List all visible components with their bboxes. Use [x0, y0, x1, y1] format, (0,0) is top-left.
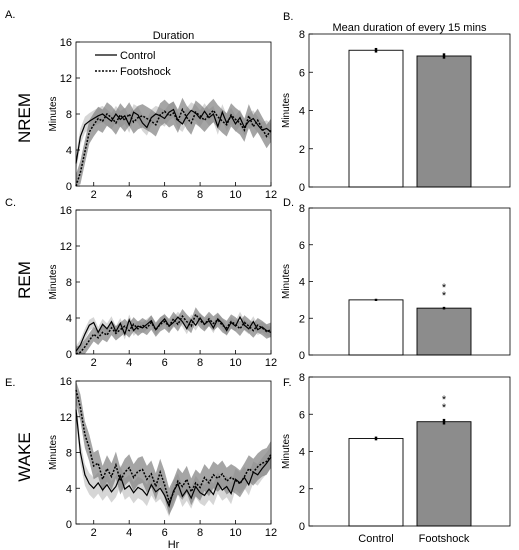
axes-frame: [308, 376, 511, 527]
y-tick-label: 0: [66, 181, 72, 193]
y-axis-label: Minutes: [281, 93, 292, 128]
y-tick-label: 12: [60, 412, 72, 424]
x-tick-label: 10: [229, 189, 241, 201]
chart-title: Mean duration of every 15 mins: [332, 22, 487, 34]
series-line-footshock: [75, 312, 272, 355]
y-tick-label: 8: [66, 109, 72, 121]
significance-star: *: [442, 290, 447, 302]
y-tick-label: 12: [60, 241, 72, 253]
wake-mean-bar-chart: ** 0 2 4 6 8 Minutes Control Footshock: [281, 372, 511, 545]
y-axis-label: Minutes: [281, 264, 292, 299]
y-tick-label: 8: [66, 448, 72, 460]
significance-star: *: [442, 394, 447, 406]
y-tick-label: 4: [66, 313, 72, 325]
y-tick-label: 8: [66, 277, 72, 289]
x-tick-label: 6: [162, 357, 168, 369]
series-line-control: [75, 315, 272, 352]
series-band-footshock: [76, 97, 271, 186]
row-label-rem: REM: [15, 261, 34, 299]
y-tick-label: 2: [299, 144, 305, 156]
panel-label-f: F.: [283, 377, 292, 389]
y-tick-label: 0: [66, 349, 72, 361]
row-label-nrem: NREM: [15, 93, 34, 143]
x-tick-label: 4: [126, 189, 132, 201]
x-tick-label: 12: [265, 527, 277, 539]
y-tick-label: 4: [299, 447, 305, 459]
panel-label-e: E.: [5, 377, 15, 389]
significance-star: *: [442, 282, 447, 294]
category-label-control: Control: [358, 533, 393, 545]
bar-control: [348, 49, 404, 188]
y-tick-label: 4: [299, 106, 305, 118]
y-axis-label: Minutes: [48, 264, 59, 299]
x-tick-label: 2: [91, 527, 97, 539]
x-tick-label: 2: [91, 357, 97, 369]
y-tick-label: 6: [299, 409, 305, 421]
axes-frame: [308, 33, 511, 188]
y-tick-label: 8: [299, 372, 305, 384]
x-tick-label: 4: [126, 357, 132, 369]
panel-label-d: D.: [283, 197, 294, 209]
chart-title: Duration: [153, 30, 195, 42]
x-tick-label: 6: [162, 189, 168, 201]
y-tick-label: 0: [299, 350, 305, 362]
y-tick-label: 2: [299, 313, 305, 325]
y-tick-label: 4: [299, 277, 305, 289]
y-axis-label: Minutes: [48, 435, 59, 470]
series-line-control: [75, 108, 272, 164]
x-tick-label: 8: [197, 357, 203, 369]
significance-star: *: [442, 402, 447, 414]
nrem-mean-bar-chart: 0 2 4 6 8 Minutes Mean duration of every 15 mi…: [281, 22, 511, 194]
rem-mean-bar-chart: ** 0 2 4 6 8 Minutes: [281, 203, 511, 362]
series-band-footshock: [76, 307, 271, 354]
y-tick-label: 0: [66, 519, 72, 531]
y-tick-label: 0: [299, 182, 305, 194]
category-label-footshock: Footshock: [419, 533, 470, 545]
x-tick-label: 4: [126, 527, 132, 539]
axes-frame: [308, 207, 511, 356]
y-tick-label: 4: [66, 483, 72, 495]
x-tick-label: 6: [162, 527, 168, 539]
legend-label-footshock: Footshock: [120, 66, 171, 78]
legend-label-control: Control: [120, 50, 155, 62]
y-tick-label: 12: [60, 73, 72, 85]
row-label-wake: WAKE: [15, 432, 34, 481]
x-tick-label: 12: [265, 189, 277, 201]
bar-control: [348, 299, 404, 356]
series-line-footshock: [75, 389, 272, 504]
bar-control: [348, 438, 404, 527]
y-tick-label: 16: [60, 205, 72, 217]
y-tick-label: 6: [299, 240, 305, 252]
y-tick-label: 4: [66, 145, 72, 157]
x-tick-label: 12: [265, 357, 277, 369]
y-tick-label: 2: [299, 484, 305, 496]
series-band-footshock: [76, 381, 271, 516]
y-tick-label: 8: [299, 29, 305, 41]
y-tick-label: 16: [60, 37, 72, 49]
y-tick-label: 8: [299, 203, 305, 215]
y-axis-label: Minutes: [48, 96, 59, 131]
panel-label-a: A.: [5, 9, 15, 21]
bar-footshock: [416, 55, 472, 188]
x-tick-label: 2: [91, 189, 97, 201]
x-tick-label: 10: [229, 357, 241, 369]
bar-footshock: [416, 421, 472, 527]
panel-label-c: C.: [5, 197, 16, 209]
series-line-footshock: [75, 107, 272, 187]
legend: Control Footshock: [95, 50, 171, 78]
panel-label-b: B.: [283, 11, 293, 23]
bar-footshock: [416, 307, 472, 356]
x-tick-label: 8: [197, 189, 203, 201]
y-tick-label: 0: [299, 521, 305, 533]
y-tick-label: 6: [299, 67, 305, 79]
x-axis-label: Hr: [168, 539, 180, 550]
x-tick-label: 8: [197, 527, 203, 539]
y-tick-label: 16: [60, 376, 72, 388]
x-tick-label: 10: [229, 527, 241, 539]
y-axis-label: Minutes: [281, 434, 292, 469]
